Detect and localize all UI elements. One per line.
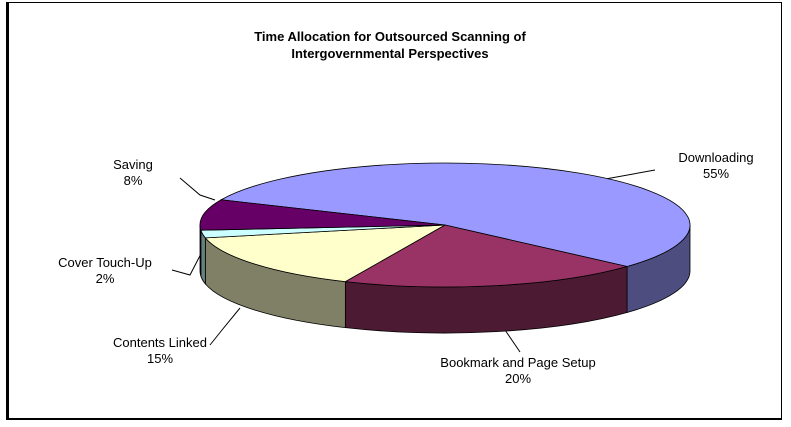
- slice: [199, 199, 446, 231]
- slice-side: [199, 224, 202, 277]
- slice-value-label: 15%: [146, 351, 174, 366]
- slice-label: Cover Touch-Up: [58, 255, 152, 270]
- slice-value-label: 8%: [123, 173, 143, 188]
- slice-label: Bookmark and Page Setup: [440, 355, 596, 370]
- leader-line: [209, 307, 241, 346]
- slice-value-label: 20%: [504, 371, 532, 386]
- slice: [204, 224, 446, 283]
- slice: [219, 162, 691, 267]
- slice-value-label: 2%: [95, 271, 115, 286]
- slice: [344, 224, 628, 288]
- chart-frame: [6, 2, 782, 420]
- slice-label: Contents Linked: [113, 335, 207, 350]
- slice-label: Saving: [113, 157, 153, 172]
- slice-value-label: 55%: [702, 166, 730, 181]
- leader-line: [504, 329, 521, 353]
- slice-side: [200, 230, 206, 285]
- slice-label: Downloading: [678, 150, 754, 165]
- chart-title: Time Allocation for Outsourced Scanning …: [254, 29, 526, 61]
- leader-line: [179, 177, 216, 201]
